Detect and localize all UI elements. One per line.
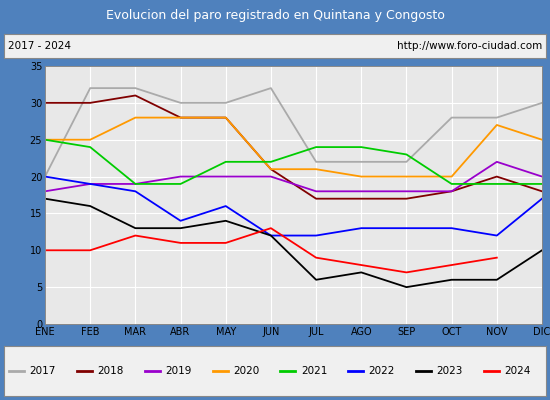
Text: http://www.foro-ciudad.com: http://www.foro-ciudad.com xyxy=(397,41,542,51)
Text: 2022: 2022 xyxy=(368,366,395,376)
Text: 2017 - 2024: 2017 - 2024 xyxy=(8,41,71,51)
Text: 2023: 2023 xyxy=(436,366,463,376)
Text: 2024: 2024 xyxy=(504,366,531,376)
Text: 2021: 2021 xyxy=(301,366,327,376)
Text: 2019: 2019 xyxy=(165,366,191,376)
Text: 2018: 2018 xyxy=(97,366,124,376)
Text: 2020: 2020 xyxy=(233,366,259,376)
Text: Evolucion del paro registrado en Quintana y Congosto: Evolucion del paro registrado en Quintan… xyxy=(106,8,444,22)
Text: 2017: 2017 xyxy=(30,366,56,376)
